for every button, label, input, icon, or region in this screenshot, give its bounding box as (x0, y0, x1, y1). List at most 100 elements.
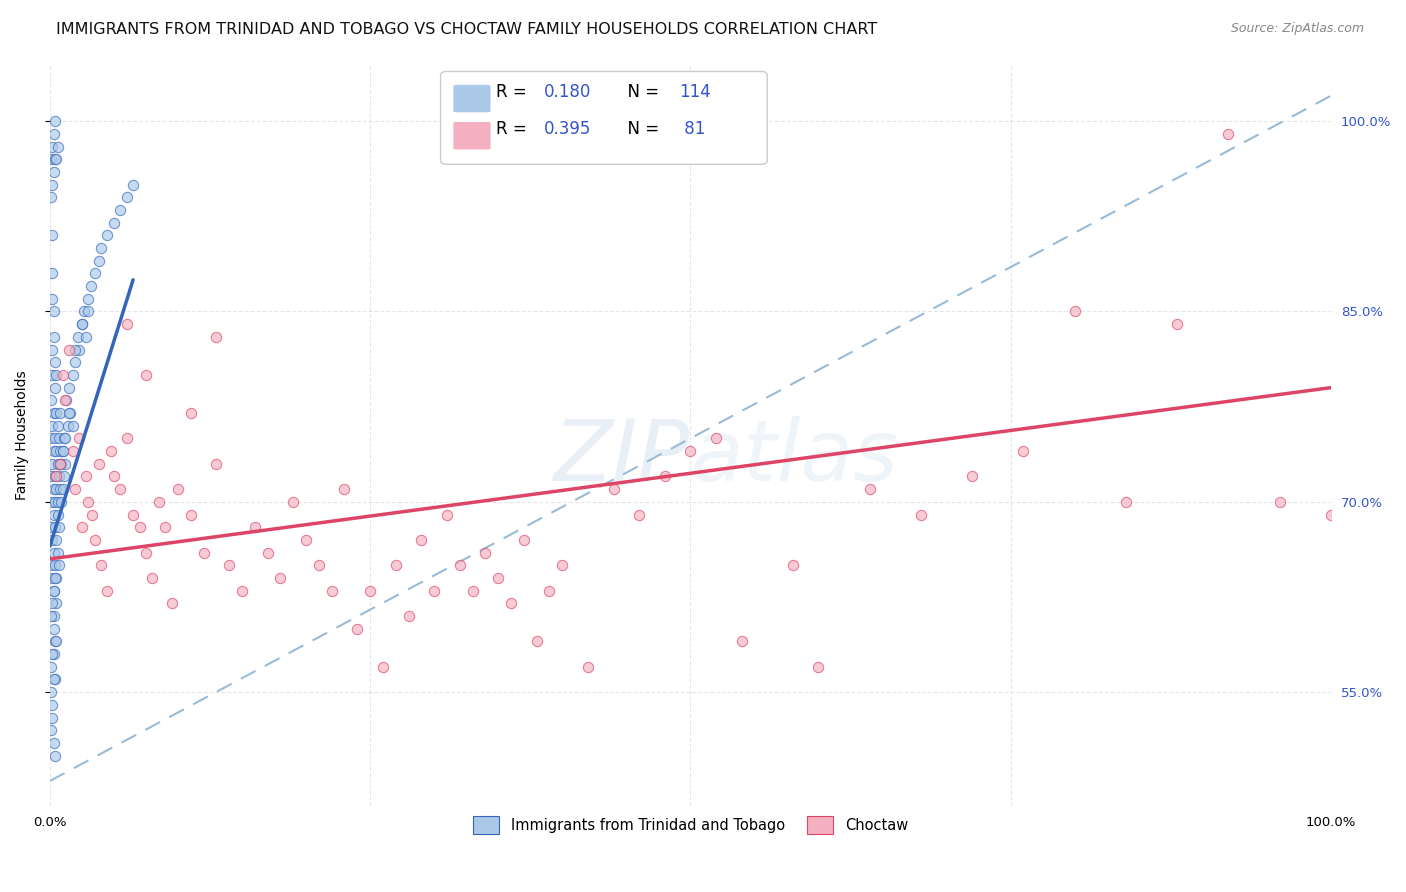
Point (41, 418, 63, 433)
Point (153, 520, 176, 534)
Point (461, 583, 484, 598)
Point (115, 431, 138, 445)
FancyBboxPatch shape (453, 122, 491, 150)
Point (42, 304, 65, 318)
Point (49, 444, 72, 458)
Point (122, 178, 145, 192)
Point (96, 583, 118, 598)
Point (122, 508, 145, 522)
Point (70, 520, 93, 534)
Point (42, 622, 65, 636)
Point (180, 508, 202, 522)
Point (48, 469, 70, 483)
Point (41, 495, 63, 509)
Point (58, 406, 80, 420)
Point (52, 469, 75, 483)
Point (295, 533, 318, 547)
Point (42, 444, 65, 458)
Point (321, 583, 343, 598)
Point (45, 571, 67, 585)
Point (859, 482, 882, 496)
Point (58, 343, 80, 357)
Point (205, 457, 228, 471)
Text: Source: ZipAtlas.com: Source: ZipAtlas.com (1230, 22, 1364, 36)
Point (256, 545, 278, 559)
Point (42, 736, 65, 750)
Point (41, 710, 63, 724)
Point (1166, 317, 1188, 331)
Point (42, 583, 65, 598)
Point (45, 444, 67, 458)
Point (41, 571, 63, 585)
Point (269, 571, 291, 585)
Point (308, 558, 330, 573)
Point (39, 520, 62, 534)
Point (51, 495, 73, 509)
Text: R =: R = (496, 83, 531, 101)
Point (513, 533, 536, 547)
Point (90, 241, 112, 255)
Point (44, 469, 66, 483)
Point (39, 469, 62, 483)
Point (359, 583, 381, 598)
Point (49, 457, 72, 471)
Point (70, 317, 93, 331)
Point (87, 253, 110, 268)
Point (90, 558, 112, 573)
Point (45, 634, 67, 648)
Point (960, 469, 983, 483)
Point (42, 609, 65, 624)
Point (730, 634, 752, 648)
Point (39, 153, 62, 167)
Point (103, 216, 125, 230)
Point (96, 228, 118, 243)
Point (41, 533, 63, 547)
Text: 81: 81 (679, 120, 706, 137)
Point (526, 634, 548, 648)
Point (66, 330, 89, 344)
Point (41, 698, 63, 712)
Point (52, 444, 75, 458)
Point (44, 634, 66, 648)
Point (75, 469, 97, 483)
Point (411, 533, 433, 547)
Point (52, 444, 75, 458)
Point (243, 520, 266, 534)
Point (100, 444, 122, 458)
Point (807, 660, 830, 674)
Point (49, 482, 72, 496)
Point (44, 381, 66, 395)
Point (62, 368, 84, 382)
Text: R =: R = (496, 120, 531, 137)
Point (45, 596, 67, 610)
Point (602, 482, 624, 496)
Point (75, 330, 97, 344)
Point (73, 304, 96, 318)
Point (46, 508, 69, 522)
Point (42, 127, 65, 141)
Point (180, 406, 202, 420)
Point (52, 368, 75, 382)
Point (39, 660, 62, 674)
Point (44, 495, 66, 509)
Point (1218, 127, 1240, 141)
Point (39, 190, 62, 204)
Point (283, 495, 305, 509)
Point (83, 267, 105, 281)
Point (41, 178, 63, 192)
Point (1012, 444, 1035, 458)
Point (39, 393, 62, 408)
Text: ZIP: ZIP (554, 416, 690, 499)
Point (576, 660, 599, 674)
Point (58, 381, 80, 395)
Point (44, 114, 66, 128)
Point (65, 482, 87, 496)
Text: 0.180: 0.180 (544, 83, 592, 101)
Point (83, 533, 105, 547)
Point (423, 583, 446, 598)
Point (56, 418, 79, 433)
Point (44, 748, 66, 763)
Point (52, 482, 75, 496)
Point (1115, 495, 1137, 509)
Point (42, 482, 65, 496)
